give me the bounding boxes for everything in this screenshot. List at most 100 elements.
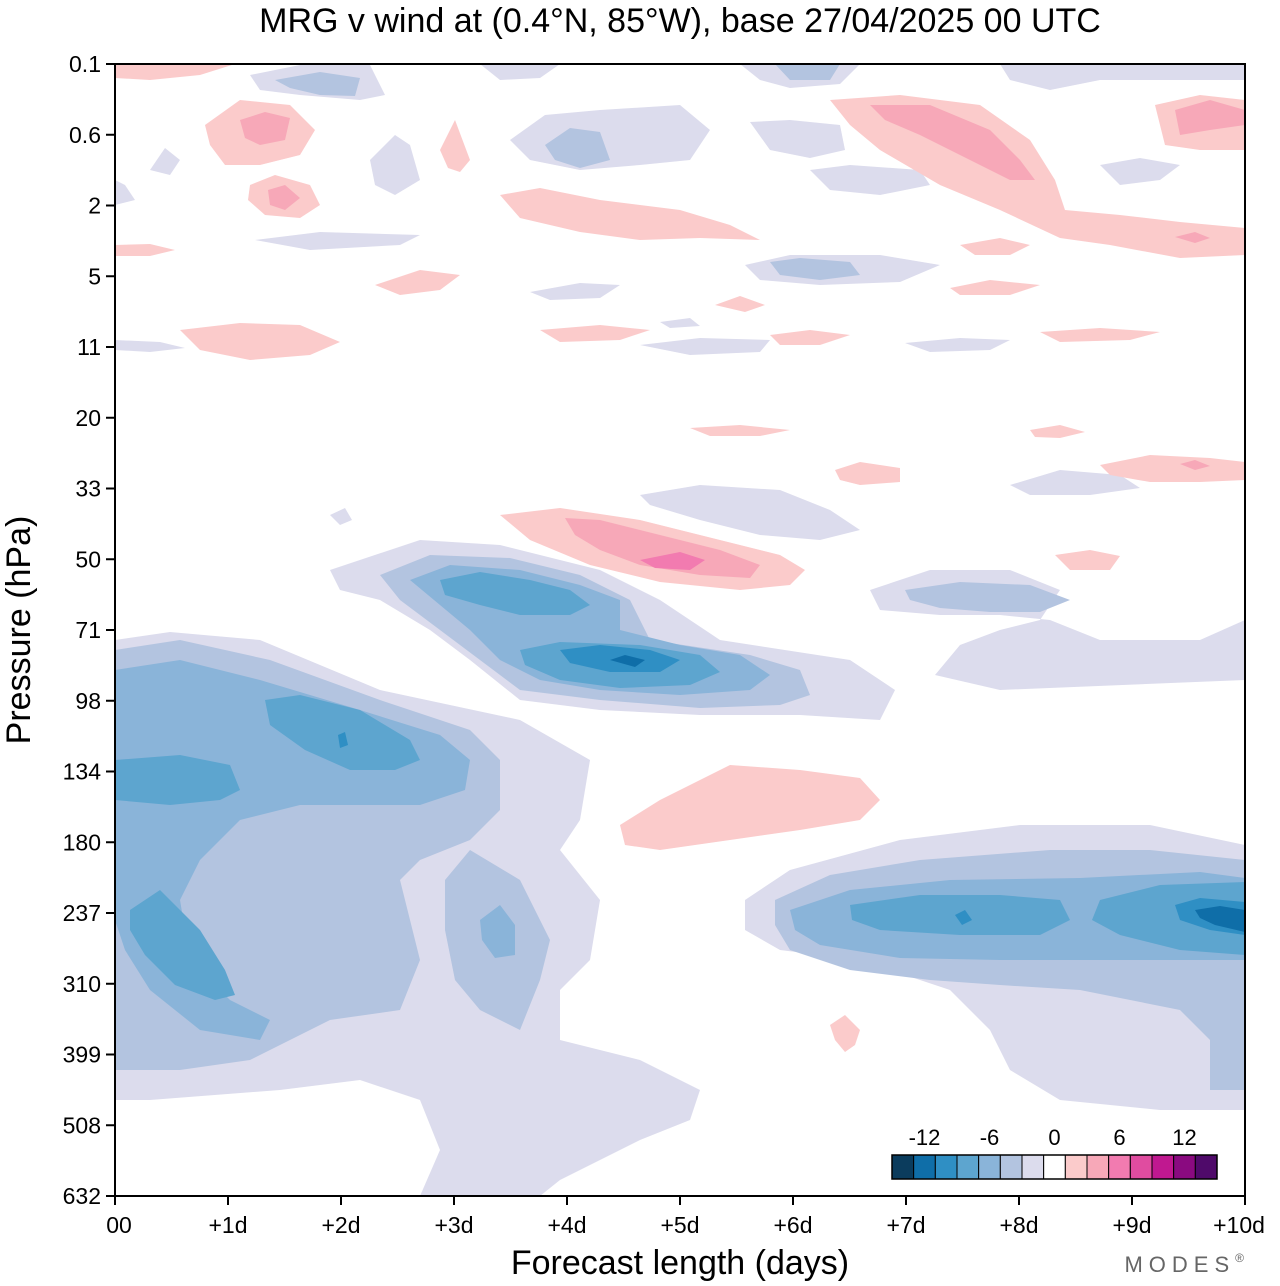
colorbar-swatch xyxy=(1086,1154,1110,1180)
contour-neg-top-right xyxy=(1000,64,1245,90)
contour-pos-2-23 xyxy=(115,244,175,256)
x-axis-label: Forecast length (days) xyxy=(511,1244,849,1282)
y-tick-label: 632 xyxy=(63,1183,101,1209)
colorbar-frame xyxy=(891,1154,1218,1180)
colorbar-swatch xyxy=(978,1154,1001,1180)
contour-neg10-lower-b xyxy=(130,890,235,1000)
contour-neg-thin-9 xyxy=(115,340,185,352)
colorbar-swatch xyxy=(1108,1154,1131,1180)
contour-neg-thin-11 xyxy=(115,180,135,205)
contour-pos-2-18 xyxy=(1040,328,1160,342)
colorbar-swatch xyxy=(1151,1154,1175,1180)
brand-logo: MODES® xyxy=(1124,1251,1250,1277)
contour-neg10-mid xyxy=(440,572,590,615)
y-axis-label: Pressure (hPa) xyxy=(0,516,38,745)
contour-pos4-4 xyxy=(240,112,290,145)
x-tick-label: +8d xyxy=(999,1212,1038,1238)
contour-pos-2-10 xyxy=(375,270,460,295)
x-tick-label: +4d xyxy=(547,1212,586,1238)
contour-pos4-5 xyxy=(268,185,300,210)
contour-neg-thin-3 xyxy=(640,338,770,355)
colorbar-label: -12 xyxy=(909,1125,941,1150)
contour-pos-2-19 xyxy=(960,238,1030,255)
contour-pos6-1 xyxy=(640,552,705,570)
contour-pos-2-24 xyxy=(1055,550,1120,570)
contour-neg-thin-4 xyxy=(905,338,1010,352)
y-tick-label: 0.6 xyxy=(69,122,101,148)
y-tick-label: 310 xyxy=(63,971,101,997)
contour-neg-thin-1 xyxy=(640,485,860,540)
contour-pos-2-2 xyxy=(620,765,880,850)
colorbar-swatch xyxy=(1064,1154,1088,1180)
colorbar-label: 6 xyxy=(1113,1125,1125,1150)
colorbar-swatch xyxy=(956,1154,980,1180)
contour-neg-thin-6 xyxy=(1100,158,1180,185)
contour-neg8-lower-b xyxy=(480,905,515,958)
contour-pos4-7 xyxy=(1180,460,1210,470)
y-tick-label: 50 xyxy=(75,546,101,572)
contour-pos-2-16 xyxy=(770,330,850,345)
y-tick-label: 98 xyxy=(75,688,101,714)
colorbar-label: 0 xyxy=(1048,1125,1060,1150)
colorbar-swatch xyxy=(1043,1154,1066,1180)
contour-neg6-upper-1 xyxy=(545,128,610,168)
contour-neg-thin-7 xyxy=(660,318,700,328)
contour-pos4-3 xyxy=(1175,100,1245,135)
y-tick-label: 237 xyxy=(63,900,101,926)
contour-neg-thin-2 xyxy=(1010,470,1140,495)
contour-fields xyxy=(115,64,1245,1196)
colorbar-label: -6 xyxy=(980,1125,1000,1150)
contour-neg10-lower xyxy=(115,755,240,805)
y-tick-label: 5 xyxy=(88,263,101,289)
contour-pos-2-14 xyxy=(1100,455,1245,482)
contour-neg12-spot-2 xyxy=(955,910,972,925)
contour-pos4-6 xyxy=(1175,232,1210,243)
contour-neg-upper-4 xyxy=(810,165,930,195)
chart-title: MRG v wind at (0.4°N, 85°W), base 27/04/… xyxy=(259,2,1101,40)
contour-pos-2-15 xyxy=(540,325,650,342)
y-tick-label: 134 xyxy=(63,759,102,785)
y-tick-label: 399 xyxy=(63,1042,101,1068)
contour-neg6-upper-2 xyxy=(275,72,360,96)
colorbar-legend: -12 -6 0 6 12 xyxy=(891,1125,1218,1180)
colorbar-label: 12 xyxy=(1172,1125,1196,1150)
colorbar-swatch xyxy=(1021,1154,1045,1180)
contour-pos-2-13 xyxy=(835,462,900,485)
x-tick-label: +9d xyxy=(1112,1212,1151,1238)
y-tick-label: 180 xyxy=(63,829,101,855)
contour-neg6-upper-4 xyxy=(775,64,840,80)
contour-pos-2-22 xyxy=(715,296,765,312)
colorbar-swatch xyxy=(1173,1154,1196,1180)
contour-neg12-spot-1 xyxy=(338,732,348,748)
x-tick-label: +1d xyxy=(208,1212,247,1238)
y-tick-label: 2 xyxy=(88,193,101,219)
contour-pos-2-11 xyxy=(440,120,470,172)
y-tick-label: 20 xyxy=(75,405,101,431)
contour-pos-2-8 xyxy=(115,64,235,80)
contour-neg6-right-mid xyxy=(905,582,1070,612)
colorbar-swatch xyxy=(913,1154,936,1180)
contour-pos-2-21 xyxy=(1030,425,1085,438)
contour-pos-2-20 xyxy=(690,425,790,436)
contour-pos-2-12 xyxy=(830,1015,860,1052)
contour-neg-thin-10 xyxy=(330,508,352,525)
x-tick-label: 00 xyxy=(106,1212,132,1238)
y-tick-label: 71 xyxy=(75,617,101,643)
colorbar-swatch xyxy=(934,1154,958,1180)
y-tick-label: 508 xyxy=(63,1112,101,1138)
contour-pos-2-17 xyxy=(950,280,1040,295)
contour-neg-top-mid xyxy=(480,64,560,80)
plot-area xyxy=(114,63,1246,1197)
contour-pos4-2 xyxy=(870,105,1035,180)
contour-neg14-mid xyxy=(610,655,645,667)
x-tick-label: +2d xyxy=(321,1212,360,1238)
contour-neg-upper-6 xyxy=(255,232,420,250)
y-tick-label: 33 xyxy=(75,476,101,502)
contour-neg-upper-3 xyxy=(750,120,845,158)
contour-neg-thin-5 xyxy=(530,283,620,300)
contour-neg-thin-8 xyxy=(150,148,180,175)
brand-text: MODES xyxy=(1124,1252,1235,1277)
y-tick-label: 11 xyxy=(77,334,101,360)
contour-pos-2-4 xyxy=(500,188,760,240)
